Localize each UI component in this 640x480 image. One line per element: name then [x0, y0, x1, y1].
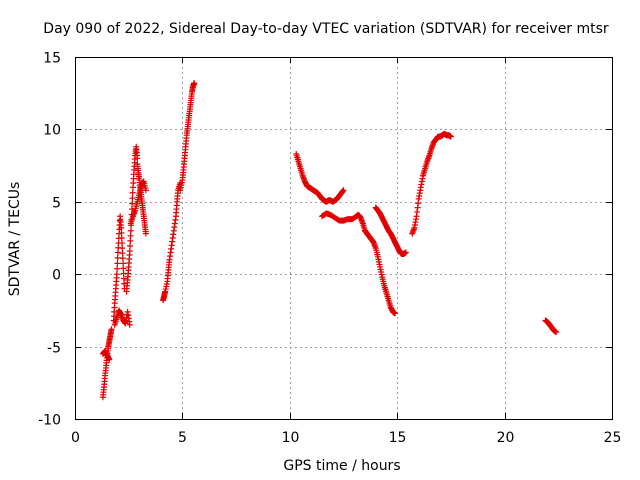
data-point — [553, 329, 560, 336]
x-tick-label: 15 — [389, 430, 407, 446]
data-point — [113, 271, 120, 278]
data-point — [114, 265, 121, 272]
chart-title: Day 090 of 2022, Sidereal Day-to-day VTE… — [43, 21, 609, 37]
series-fall-3h — [134, 161, 149, 237]
series-late-22h — [542, 317, 560, 336]
data-point — [126, 248, 133, 255]
series-cluster-2h-b — [111, 307, 133, 328]
data-point — [120, 260, 127, 267]
data-points — [99, 80, 560, 401]
data-point — [106, 356, 113, 363]
series-fall-14h — [372, 204, 409, 257]
series-fall-10h — [293, 151, 347, 205]
x-tick-label: 0 — [71, 430, 80, 446]
data-point — [127, 232, 134, 239]
data-point — [392, 310, 399, 317]
data-point — [119, 245, 126, 252]
data-point — [142, 230, 149, 237]
y-tick-label: 0 — [52, 268, 61, 284]
series-cluster-2h-a — [110, 213, 128, 324]
x-tick-label: 25 — [604, 430, 622, 446]
data-point — [118, 224, 125, 231]
data-point — [191, 80, 198, 87]
data-point — [129, 189, 136, 196]
series-fall-13h — [361, 227, 399, 317]
data-point — [340, 187, 347, 194]
x-tick-label: 20 — [497, 430, 515, 446]
y-tick-label: 5 — [52, 196, 61, 212]
y-tick-label: 15 — [43, 51, 61, 67]
data-point — [114, 254, 121, 261]
data-point — [119, 250, 126, 257]
data-point — [120, 265, 127, 272]
series-rise-early — [99, 326, 115, 401]
y-tick-label: 10 — [43, 123, 61, 139]
y-tick-label: -5 — [47, 341, 61, 357]
plot-frame — [75, 57, 613, 420]
data-point — [127, 242, 134, 249]
grid-layer — [75, 57, 612, 419]
data-point — [127, 237, 134, 244]
data-point — [119, 255, 126, 262]
data-point — [127, 227, 134, 234]
data-point — [118, 240, 125, 247]
y-tick-label: -10 — [38, 413, 61, 429]
series-rise-16h — [409, 130, 454, 237]
data-point — [118, 235, 125, 241]
series-rise-4h — [160, 179, 184, 304]
y-axis-label: SDTVAR / TECUs — [7, 182, 23, 297]
data-point — [126, 321, 133, 328]
data-point — [134, 155, 141, 162]
data-point — [118, 229, 125, 236]
data-point — [128, 206, 135, 213]
data-point — [114, 260, 121, 267]
data-point — [120, 275, 127, 282]
series-dip-early — [99, 347, 113, 363]
data-point — [108, 326, 115, 333]
series-cluster-3h-b — [127, 178, 149, 227]
series-flat-12h — [319, 210, 368, 234]
x-tick-label: 10 — [282, 430, 300, 446]
data-point — [129, 195, 136, 202]
series-rise-5h — [177, 80, 198, 194]
tick-layer: 0 5 10 15 20 25 -10 -5 0 5 10 15 — [38, 51, 621, 447]
x-tick-label: 5 — [178, 430, 187, 446]
x-axis-label: GPS time / hours — [283, 458, 400, 474]
data-point — [142, 187, 149, 194]
data-point — [402, 249, 409, 256]
data-point — [447, 133, 454, 140]
